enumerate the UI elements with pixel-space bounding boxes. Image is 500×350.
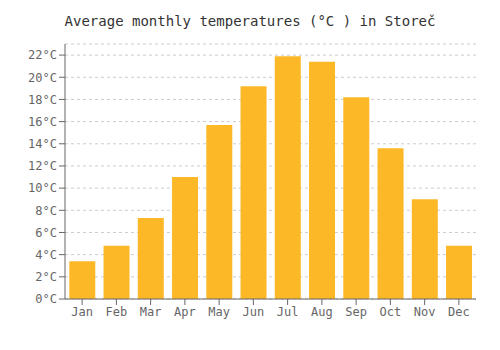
svg-text:Jul: Jul bbox=[277, 305, 299, 319]
svg-text:May: May bbox=[208, 305, 230, 319]
svg-text:22°C: 22°C bbox=[28, 48, 57, 62]
svg-text:2°C: 2°C bbox=[35, 270, 57, 284]
svg-text:8°C: 8°C bbox=[35, 204, 57, 218]
svg-text:Aug: Aug bbox=[311, 305, 333, 319]
svg-text:0°C: 0°C bbox=[35, 292, 57, 306]
svg-text:20°C: 20°C bbox=[28, 71, 57, 85]
svg-text:Apr: Apr bbox=[174, 305, 196, 319]
svg-text:Oct: Oct bbox=[380, 305, 402, 319]
svg-text:Jan: Jan bbox=[71, 305, 93, 319]
svg-text:Feb: Feb bbox=[106, 305, 128, 319]
svg-text:12°C: 12°C bbox=[28, 159, 57, 173]
html-text:Average monthly temperatures (: Average monthly temperatures (°C ) in St… bbox=[64, 13, 436, 29]
svg-text:6°C: 6°C bbox=[35, 226, 57, 240]
svg-text:Dec: Dec bbox=[448, 305, 470, 319]
svg-text:14°C: 14°C bbox=[28, 137, 57, 151]
svg-text:18°C: 18°C bbox=[28, 93, 57, 107]
svg-text:16°C: 16°C bbox=[28, 115, 57, 129]
svg-text:4°C: 4°C bbox=[35, 248, 57, 262]
svg-text:10°C: 10°C bbox=[28, 181, 57, 195]
svg-text:Jun: Jun bbox=[243, 305, 265, 319]
svg-text:Nov: Nov bbox=[414, 305, 436, 319]
svg-text:Sep: Sep bbox=[345, 305, 367, 319]
svg-text:Mar: Mar bbox=[140, 305, 162, 319]
